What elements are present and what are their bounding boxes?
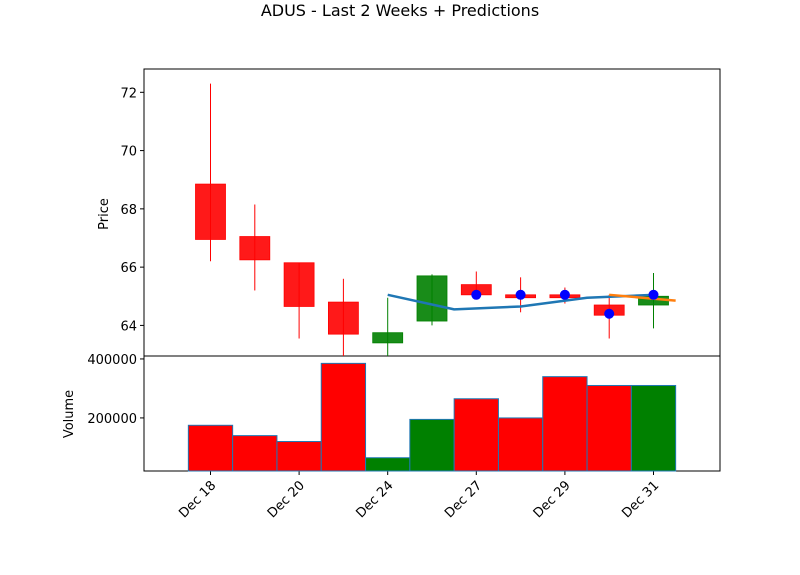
price-axis-label: Price xyxy=(97,198,112,230)
candle-body xyxy=(239,236,271,261)
price-axis-ticks: 64 66 68 70 72 xyxy=(120,86,144,334)
volume-bar xyxy=(453,398,499,472)
prediction-marker xyxy=(515,289,526,300)
volume-axis-label: Volume xyxy=(62,390,77,438)
volume-bar xyxy=(276,441,322,472)
prediction-lines xyxy=(387,293,676,311)
prediction-line xyxy=(609,293,676,302)
volume-bar xyxy=(497,417,544,472)
volume-bar xyxy=(232,435,278,472)
x-tick-label: Dec 29 xyxy=(531,478,574,521)
prediction-marker xyxy=(471,289,482,300)
volume-bars xyxy=(187,362,677,472)
volume-bar xyxy=(542,376,588,472)
volume-tick-label: 200000 xyxy=(87,412,137,427)
prediction-marker xyxy=(604,308,615,319)
candle-body xyxy=(416,275,448,322)
x-tick-label: Dec 27 xyxy=(442,478,485,521)
candle-body xyxy=(195,183,226,240)
price-tick-label: 64 xyxy=(120,319,137,334)
volume-axis-ticks: 200000 400000 xyxy=(87,353,144,427)
volume-bar xyxy=(586,384,632,472)
candle-body xyxy=(372,332,404,344)
volume-bar xyxy=(187,424,234,472)
prediction-marker xyxy=(648,289,659,300)
x-axis-ticks: Dec 18 Dec 20 Dec 24 Dec 27 Dec 29 Dec 31 xyxy=(176,471,662,521)
price-tick-label: 66 xyxy=(120,261,137,276)
volume-tick-label: 400000 xyxy=(87,353,137,368)
volume-bar xyxy=(320,362,367,472)
candle-body xyxy=(283,262,315,307)
prediction-markers xyxy=(471,289,659,319)
chart-title: ADUS - Last 2 Weeks + Predictions xyxy=(261,1,539,20)
prediction-marker xyxy=(559,289,570,300)
x-tick-label: Dec 31 xyxy=(619,478,662,521)
x-tick-label: Dec 18 xyxy=(176,478,219,521)
prediction-line xyxy=(387,293,654,311)
volume-bar xyxy=(365,457,411,472)
price-tick-label: 70 xyxy=(120,145,137,160)
volume-bar xyxy=(630,384,677,472)
volume-bar xyxy=(409,418,455,472)
x-tick-label: Dec 24 xyxy=(354,478,397,521)
price-tick-label: 68 xyxy=(120,203,137,218)
price-tick-label: 72 xyxy=(120,86,137,101)
x-tick-label: Dec 20 xyxy=(265,478,308,521)
candlestick-series xyxy=(195,83,669,356)
candle-body xyxy=(327,301,359,335)
